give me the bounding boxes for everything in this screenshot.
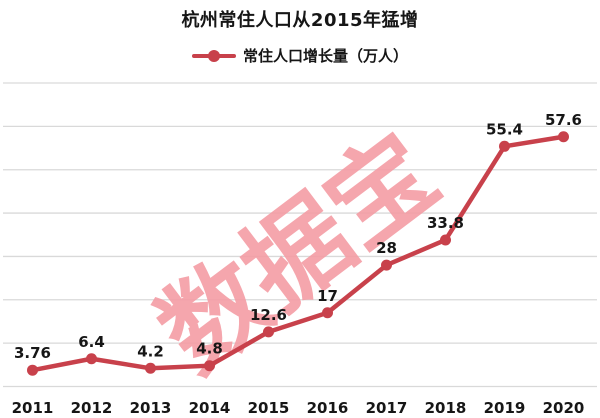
data-label: 33.8 [427, 214, 464, 232]
x-axis-label: 2013 [130, 399, 172, 417]
data-point [322, 307, 333, 319]
data-point [145, 362, 156, 374]
data-label: 3.76 [14, 344, 51, 362]
legend: 常住人口增长量（万人） [0, 45, 600, 66]
series-line [30, 134, 566, 373]
x-axis-label: 2019 [484, 399, 526, 417]
x-axis-label: 2018 [425, 399, 467, 417]
x-axis-label: 2016 [307, 399, 349, 417]
x-axis-label: 2020 [543, 399, 585, 417]
x-axis-label: 2015 [248, 399, 290, 417]
data-label: 17 [317, 287, 338, 305]
legend-line-marker-icon [191, 49, 236, 62]
data-point [499, 140, 510, 152]
data-label: 55.4 [486, 120, 523, 138]
data-point [204, 360, 215, 372]
data-point [263, 326, 274, 338]
data-point [27, 364, 38, 376]
data-label: 4.2 [137, 342, 164, 360]
data-label: 4.8 [196, 340, 223, 358]
data-label: 57.6 [545, 111, 582, 129]
data-point [558, 131, 569, 143]
data-label: 12.6 [250, 306, 287, 324]
legend-dot-icon [207, 49, 220, 62]
x-axis-label: 2011 [12, 399, 54, 417]
x-axis-label: 2012 [71, 399, 113, 417]
x-axis-label: 2014 [189, 399, 231, 417]
chart-title: 杭州常住人口从2015年猛增 [181, 10, 419, 31]
legend-series-label: 常住人口增长量（万人） [242, 47, 408, 65]
data-point [440, 234, 451, 246]
data-label: 28 [376, 239, 397, 257]
x-axis-label: 2017 [366, 399, 408, 417]
data-point [381, 259, 392, 271]
data-label: 6.4 [78, 333, 105, 351]
data-point [86, 353, 97, 365]
